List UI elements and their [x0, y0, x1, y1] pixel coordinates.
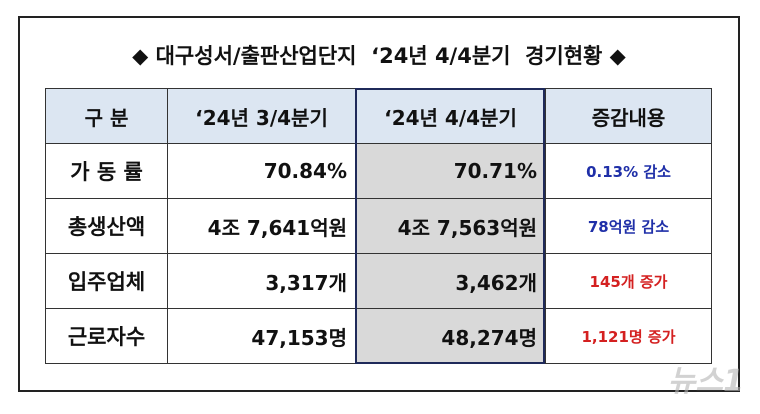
frame	[18, 16, 740, 392]
cell: 3,462개	[355, 253, 546, 309]
cell: 4조 7,641억원	[167, 198, 356, 254]
cell: 70.71%	[355, 143, 546, 199]
cell: 근로자수	[45, 308, 168, 364]
header-cell: 증감내용	[545, 88, 712, 144]
header-cell: ‘24년 4/4분기	[355, 88, 546, 144]
row: 입주업체 3,317개 3,462개 145개 증가	[45, 253, 712, 309]
cell: 78억원 감소	[545, 198, 712, 254]
cell: 입주업체	[45, 253, 168, 309]
cell: 4조 7,563억원	[355, 198, 546, 254]
row: 근로자수 47,153명 48,274명 1,121명 증가	[45, 308, 712, 364]
table: 구 분 ‘24년 3/4분기 ‘24년 4/4분기 증감내용 가 동 률 70.…	[45, 88, 712, 364]
header-cell: ‘24년 3/4분기	[167, 88, 356, 144]
cell: 총생산액	[45, 198, 168, 254]
cell: 47,153명	[167, 308, 356, 364]
title: ◆ 대구성서/출판산업단지 ‘24년 4/4분기 경기현황 ◆	[132, 44, 626, 68]
cell: 70.84%	[167, 143, 356, 199]
row: 가 동 률 70.84% 70.71% 0.13% 감소	[45, 143, 712, 199]
cell: 3,317개	[167, 253, 356, 309]
watermark: 뉴스1	[667, 364, 744, 399]
cell: 145개 증가	[545, 253, 712, 309]
cell: 48,274명	[355, 308, 546, 364]
header-cell: 구 분	[45, 88, 168, 144]
row: 총생산액 4조 7,641억원 4조 7,563억원 78억원 감소	[45, 198, 712, 254]
cell: 0.13% 감소	[545, 143, 712, 199]
cell: 1,121명 증가	[545, 308, 712, 364]
header-row: 구 분 ‘24년 3/4분기 ‘24년 4/4분기 증감내용	[45, 88, 712, 144]
cell: 가 동 률	[45, 143, 168, 199]
